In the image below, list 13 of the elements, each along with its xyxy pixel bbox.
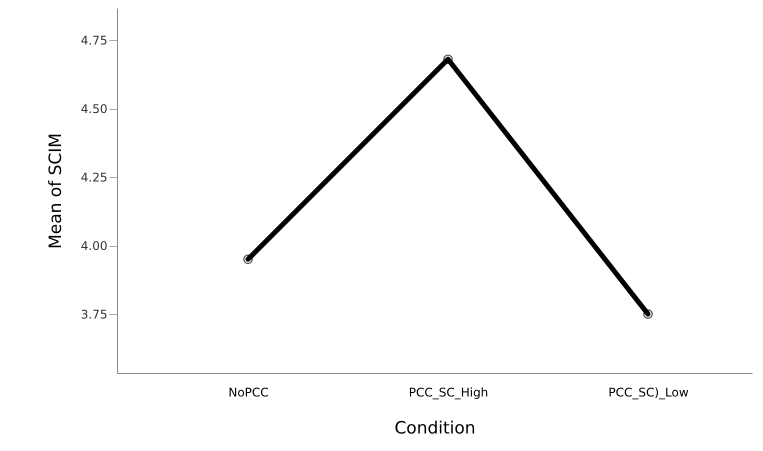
- point: [243, 254, 253, 264]
- point: [443, 54, 453, 64]
- y-tick-label: 4.75: [80, 34, 108, 48]
- x-tick-label: PCC_SC)_Low: [608, 386, 689, 400]
- x-tick-label: PCC_SC_High: [408, 386, 488, 400]
- y-tick-label: 4.00: [80, 239, 108, 254]
- y-tick-label: 4.25: [80, 170, 108, 185]
- x-axis-title: Condition: [394, 418, 476, 438]
- y-tick-label: 3.75: [80, 308, 108, 322]
- y-tick-label: 4.50: [80, 102, 108, 116]
- y-axis-title: Mean of SCIM: [46, 133, 66, 249]
- x-tick-label: NoPCC: [228, 386, 269, 400]
- point: [643, 309, 653, 319]
